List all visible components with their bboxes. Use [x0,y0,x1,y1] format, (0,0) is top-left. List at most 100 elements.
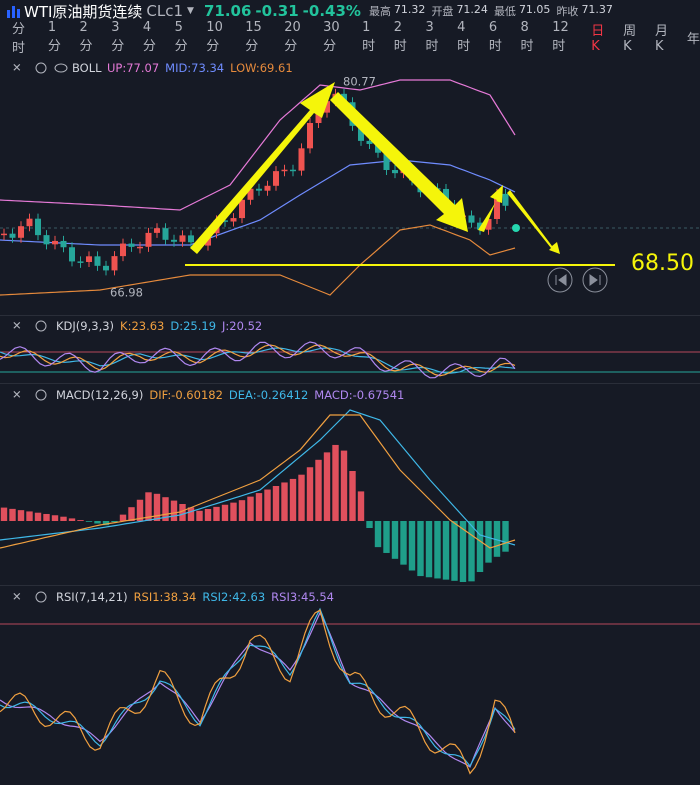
chart-icon [7,6,20,18]
replay-buttons[interactable] [547,267,608,293]
panel-dividers [0,315,700,586]
timeframe-tab[interactable]: 8时 [520,20,534,54]
candle-body [222,220,228,222]
candle-body [264,185,271,191]
macd-bar [179,504,186,521]
candle-body [35,218,41,236]
low-label: 66.98 [110,286,143,300]
timeframe-tab[interactable]: 周K [623,24,637,54]
candle-body [43,235,50,245]
macd-bar [111,521,118,523]
candle-body [358,125,364,141]
macd-bar [374,521,382,548]
macd-bar [136,499,144,521]
candle-body [247,188,254,200]
candle-body [120,243,126,257]
indicator-value: J:20.52 [221,319,262,333]
macd-bar [425,521,433,578]
timeframe-tab[interactable]: 30分 [323,20,340,54]
timeframe-tab[interactable]: 日K [591,24,605,54]
macd-bar [187,507,195,521]
macd-bar [349,471,356,521]
candle-body [69,247,75,262]
visibility-icon[interactable] [54,63,68,73]
candle-body [1,233,7,236]
timeframe-tab[interactable]: 年 [686,31,700,47]
macd-bar [0,507,8,521]
candle-body [375,143,381,153]
close-icon[interactable]: ✕ [12,590,22,604]
close-icon[interactable]: ✕ [12,319,22,333]
timeframe-tab[interactable]: 12时 [552,20,569,54]
timeframe-tab[interactable]: 4分 [142,20,156,54]
settings-icon[interactable] [35,320,47,332]
candle-body [256,188,262,191]
timeframe-tabs: 分时 1分 2分 3分 4分 5分 10分 15分 20分 30分 1时 2时 3时 4时 6时 8时 12时 日… [0,20,700,56]
macd-bar [493,521,501,557]
price: 71.06 [203,2,252,20]
last-point [512,224,520,232]
timeframe-tab[interactable]: 15分 [245,20,262,54]
macd-bar [26,511,33,521]
timeframe-tab[interactable]: 10分 [206,20,223,54]
macd-bar [306,467,314,521]
stat-label: 昨收 [556,5,579,18]
macd-bar [94,521,101,524]
macd-bar [153,493,161,521]
stat-label: 最高 [368,5,391,18]
change-pct: -0.43% [302,2,361,20]
macd-bar [451,521,458,581]
macd-bar [119,514,127,521]
macd-bar [434,521,441,579]
macd-bar [247,496,254,521]
indicator-legend: KDJ(9,3,3) K:23.63 D:25.19 J:20.52 [56,319,262,333]
timeframe-tab[interactable]: 月K [655,24,669,54]
timeframe-tab[interactable]: 分时 [12,22,26,56]
macd-bar [77,520,84,521]
candle-body [103,265,109,271]
macd-bar [34,512,42,521]
macd-bar [128,507,135,521]
macd-bar [332,444,339,521]
indicator-name: BOLL [72,61,102,75]
macd-bar [357,491,365,521]
macd-bar [51,515,59,521]
macd-bar [17,510,25,521]
settings-icon[interactable] [35,389,47,401]
macd-bar [281,482,288,521]
macd-bar [468,521,475,582]
timeframe-tab[interactable]: 3分 [111,20,125,54]
macd-bar [476,521,484,572]
dropdown[interactable]: ▼ [187,6,194,16]
candle-body [179,235,186,242]
candle-body [18,226,24,238]
settings-icon[interactable] [35,62,47,74]
boll-low [0,224,516,296]
close-icon[interactable]: ✕ [12,388,22,402]
stat-value: 71.32 [393,3,426,16]
timeframe-tab[interactable]: 1时 [362,20,376,54]
macd-bar [272,486,280,521]
timeframe-tab[interactable]: 5分 [174,20,188,54]
timeframe-tab[interactable]: 20分 [284,20,301,54]
timeframe-tab[interactable]: 6时 [488,20,502,54]
timeframe-tab[interactable]: 3时 [425,20,439,54]
candle-body [230,218,237,222]
stat-value: 71.05 [518,3,551,16]
boll-mid [0,159,516,246]
symbol[interactable]: CLc1 [146,2,184,20]
indicator-value: D:25.19 [170,319,216,333]
timeframe-tab[interactable]: 2时 [393,20,407,54]
settings-icon[interactable] [35,591,47,603]
indicator-value: UP:77.07 [107,61,159,75]
timeframe-tab[interactable]: 1分 [47,20,61,54]
stat-label: 最低 [493,5,516,18]
timeframe-tab[interactable]: 2分 [79,20,93,54]
timeframe-tab[interactable]: 4时 [457,20,471,54]
close-icon[interactable]: ✕ [12,61,22,75]
macd-bar [230,502,237,521]
candle-body [128,243,135,247]
macd-bar [408,521,416,571]
